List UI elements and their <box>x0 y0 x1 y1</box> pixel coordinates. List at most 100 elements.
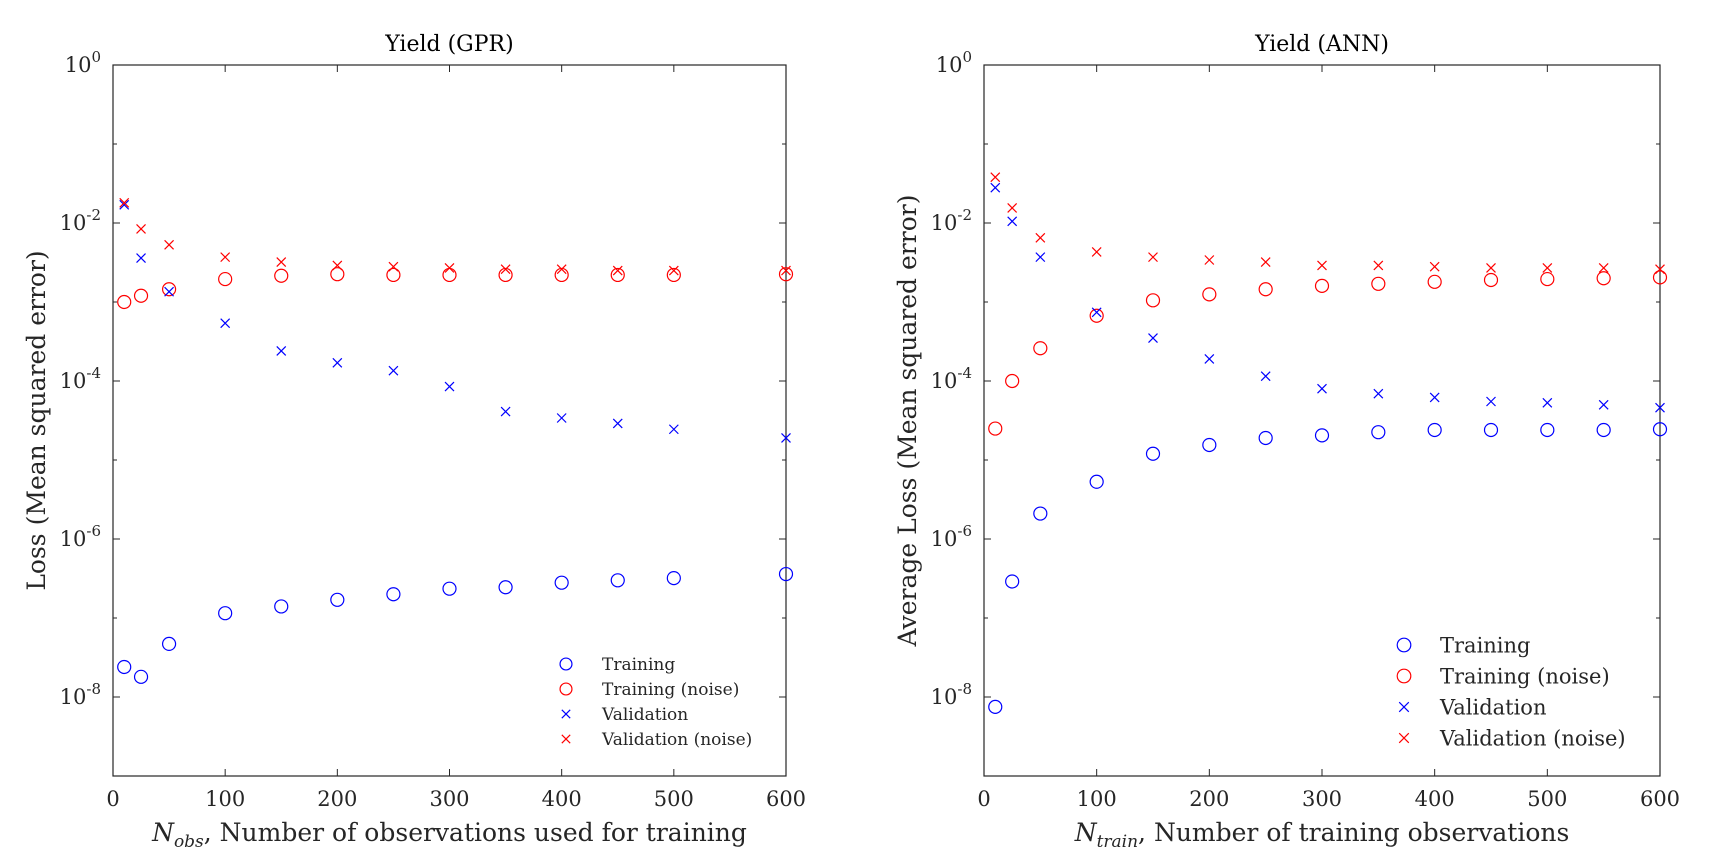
data-point <box>1260 371 1271 382</box>
data-point <box>1427 274 1442 289</box>
x-axis-label: Ntrain, Number of training observations <box>1074 818 1570 852</box>
series-validation <box>990 182 1665 413</box>
data-point <box>274 268 289 283</box>
y-tick-label: 10-8 <box>931 680 972 709</box>
y-tick-label: 10-6 <box>60 522 101 551</box>
data-point <box>1007 203 1018 213</box>
data-point <box>442 267 457 283</box>
data-point <box>1486 396 1496 407</box>
data-point <box>1314 278 1330 293</box>
data-point <box>781 433 791 443</box>
data-point <box>276 346 287 356</box>
data-point <box>556 413 567 423</box>
data-point <box>1540 422 1555 438</box>
legend-marker <box>1396 668 1412 684</box>
x-tick-label: 300 <box>429 787 469 811</box>
data-point <box>1483 272 1499 288</box>
x-tick-label: 200 <box>317 787 357 811</box>
data-point <box>1145 293 1161 308</box>
data-point <box>220 318 231 329</box>
y-tick-label: 10-8 <box>60 680 101 709</box>
legend-label: Training <box>1440 633 1531 657</box>
data-point <box>666 267 681 283</box>
data-point <box>218 271 233 287</box>
data-point <box>1596 271 1611 286</box>
data-point <box>164 239 175 250</box>
data-point <box>1091 307 1102 318</box>
y-tick-label: 10-4 <box>931 364 972 393</box>
y-tick-label: 10-2 <box>931 206 972 235</box>
data-point <box>556 264 567 275</box>
data-point <box>1483 422 1499 438</box>
data-point <box>388 261 399 272</box>
x-axis-label-subscript: train <box>1097 832 1138 852</box>
data-point <box>442 581 457 596</box>
data-point <box>1652 422 1668 437</box>
series-training-noise <box>988 270 1668 436</box>
x-tick-label: 600 <box>766 787 806 811</box>
data-point <box>332 260 343 271</box>
legend-marker <box>559 657 573 671</box>
data-point <box>164 286 175 297</box>
data-point <box>1373 260 1384 271</box>
data-point <box>218 606 233 621</box>
data-point <box>133 288 149 303</box>
legend-marker <box>561 734 571 744</box>
data-point <box>1486 262 1496 273</box>
data-point <box>1145 446 1161 461</box>
legend-label: Training (noise) <box>602 680 739 700</box>
data-point <box>388 365 399 376</box>
legend-label: Validation (noise) <box>1439 726 1626 750</box>
series-validation-noise <box>119 197 791 276</box>
data-point <box>612 265 623 276</box>
x-axis-label-text: , Number of observations used for traini… <box>204 818 747 847</box>
data-point <box>136 253 146 263</box>
data-point <box>1373 388 1384 399</box>
legend-label: Validation <box>601 705 688 725</box>
data-point <box>1314 428 1330 443</box>
data-point <box>1429 261 1440 272</box>
legend-marker <box>1396 637 1412 653</box>
data-point <box>1540 271 1555 287</box>
data-point <box>136 224 146 234</box>
data-point <box>1317 260 1327 271</box>
data-point <box>1204 354 1215 364</box>
data-point <box>1035 252 1046 263</box>
data-point <box>444 262 455 273</box>
data-point <box>386 267 401 283</box>
data-point <box>1429 392 1440 403</box>
data-point <box>666 570 681 586</box>
data-point <box>1427 422 1442 438</box>
x-tick-label: 100 <box>1077 787 1117 811</box>
data-point <box>988 699 1003 714</box>
x-axis-label-subscript: obs <box>174 832 204 852</box>
data-point <box>1542 262 1553 273</box>
x-tick-label: 400 <box>1415 787 1455 811</box>
data-point <box>133 669 149 684</box>
legend: Training Training (noise) Validation Valida… <box>1396 633 1626 750</box>
data-point <box>1598 262 1609 273</box>
y-tick-label: 100 <box>936 48 972 77</box>
x-tick-label: 0 <box>977 787 990 811</box>
plot-frame <box>112 64 787 777</box>
data-point <box>117 294 132 310</box>
data-point <box>1148 333 1158 343</box>
data-point <box>1371 425 1386 440</box>
data-point <box>1007 216 1018 227</box>
data-point <box>1598 399 1609 410</box>
data-point <box>500 406 511 417</box>
x-tick-label: 300 <box>1302 787 1342 811</box>
chart-title: Yield (GPR) <box>384 32 513 57</box>
y-tick-label: 10-4 <box>60 364 101 393</box>
x-tick-label: 200 <box>1189 787 1229 811</box>
legend-label: Training (noise) <box>1440 664 1610 688</box>
data-point <box>444 381 455 392</box>
legend: Training Training (noise) Validation Valida… <box>559 655 752 750</box>
data-point <box>990 182 1001 193</box>
data-point <box>554 575 569 590</box>
data-point <box>500 264 511 275</box>
y-tick-label: 10-6 <box>931 522 972 551</box>
data-point <box>119 199 130 210</box>
series-training <box>117 566 794 684</box>
x-axis-label-text: , Number of training observations <box>1138 818 1569 847</box>
